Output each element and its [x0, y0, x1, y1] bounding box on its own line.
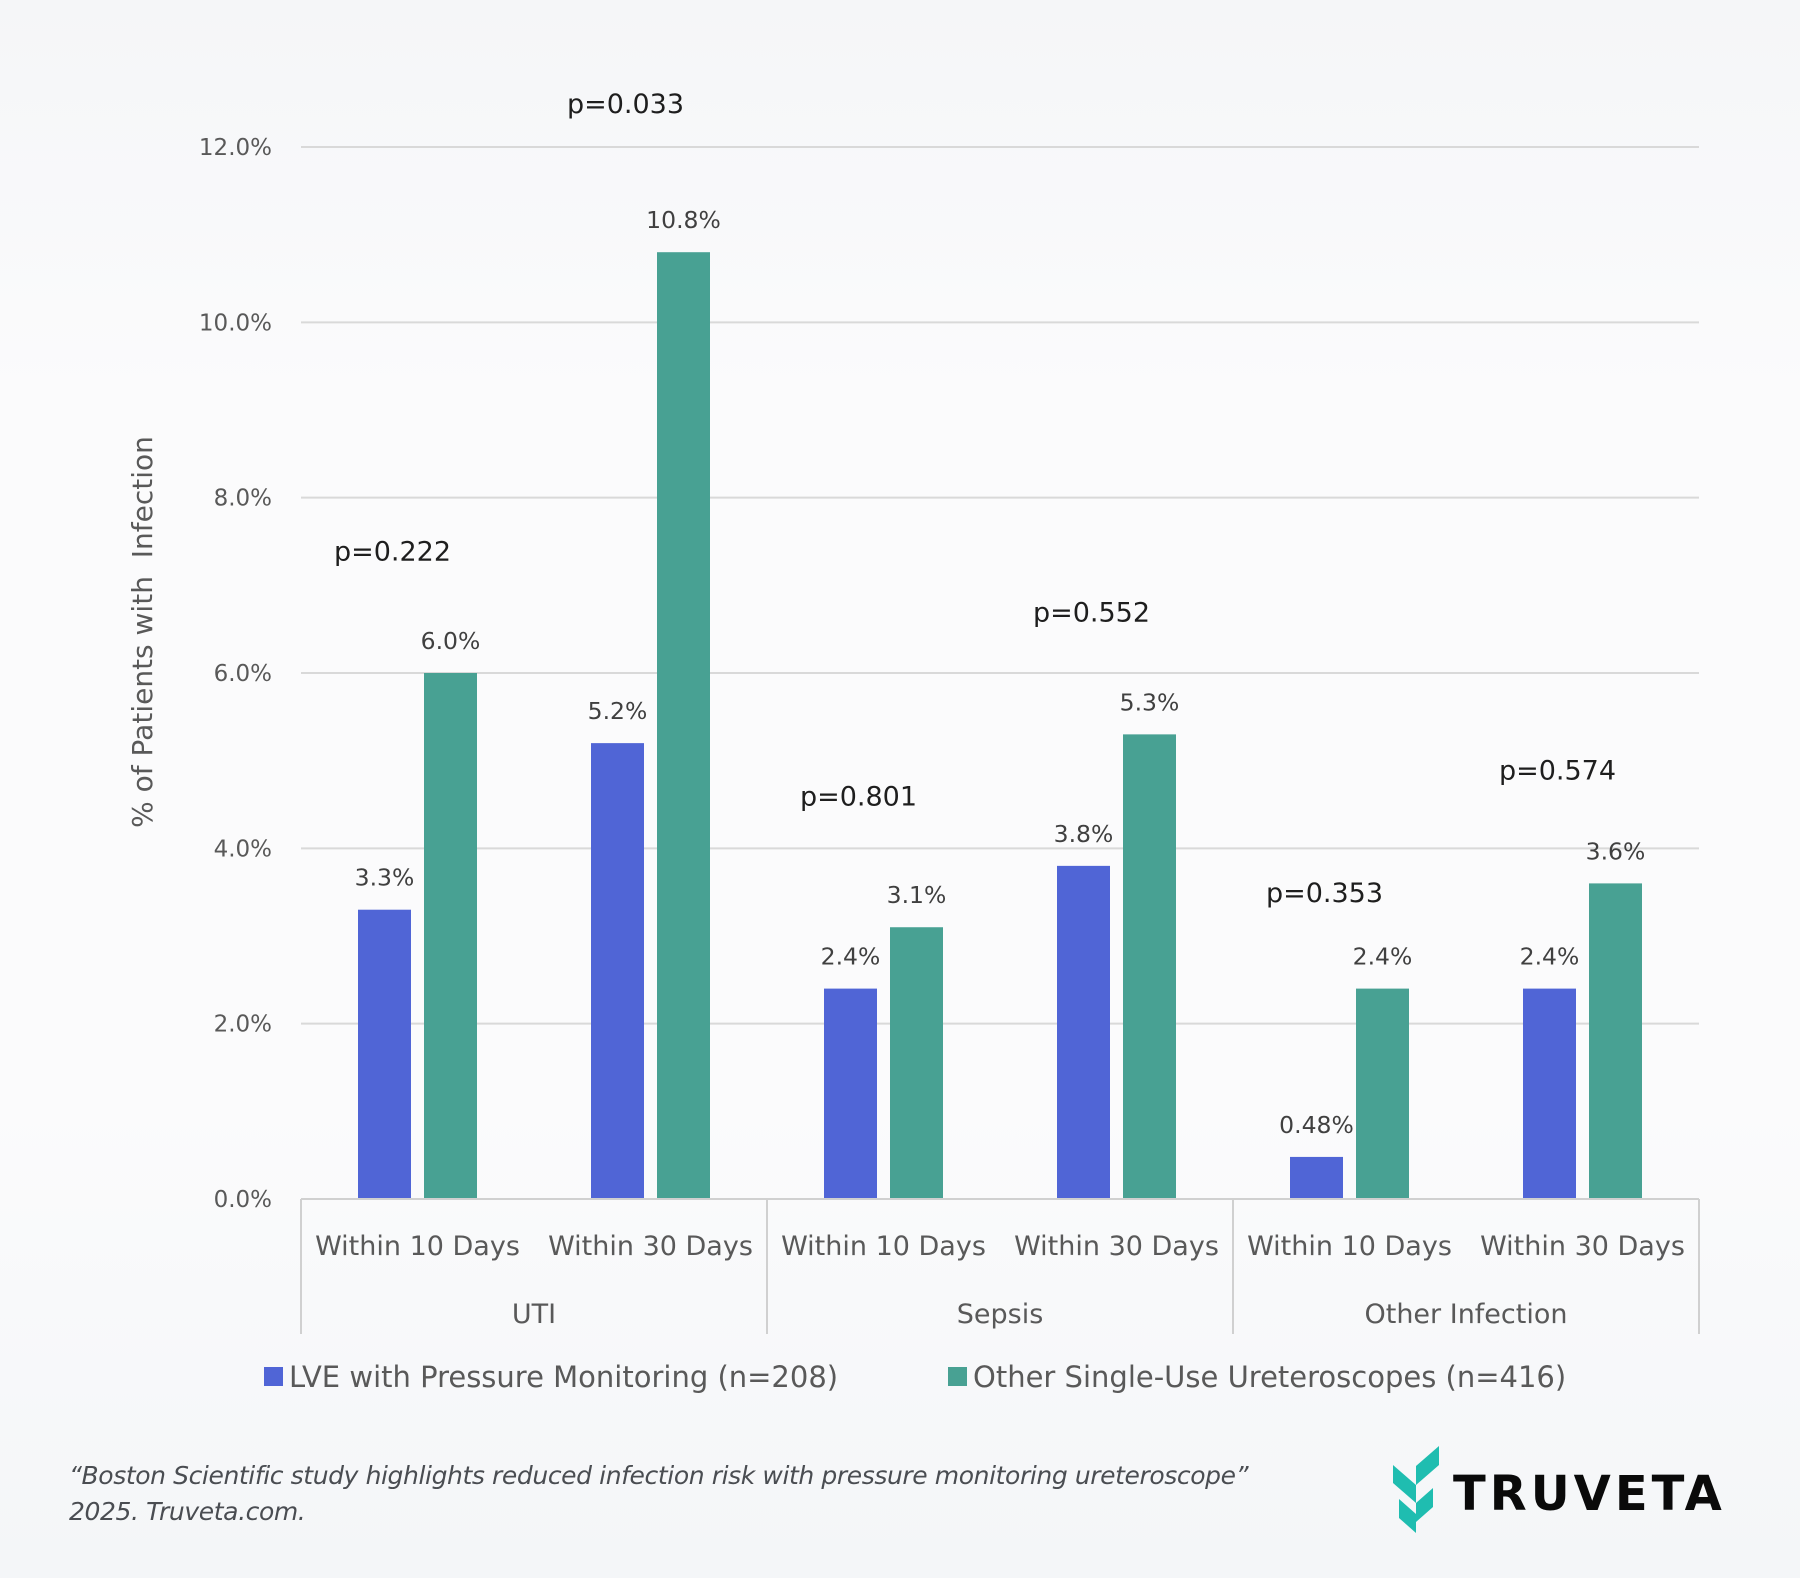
- data-label: 6.0%: [421, 627, 481, 655]
- x-axis: Within 10 Days Within 30 Days Within 10 Da…: [300, 1198, 1700, 1334]
- bar-lve: [824, 988, 877, 1199]
- data-label: 2.4%: [821, 943, 881, 971]
- data-labels: 3.3% 5.2% 2.4% 3.8% 0.48% 2.4% 6.0% 10.8% 3.1% 5.…: [355, 206, 1646, 1139]
- data-label: 10.8%: [646, 206, 721, 234]
- p-value-label: p=0.033: [567, 89, 684, 120]
- gridlines: [301, 146, 1699, 1025]
- y-tick-label: 6.0%: [214, 661, 272, 687]
- p-value-label: p=0.574: [1499, 755, 1616, 786]
- y-axis-title: % of Patients with Infection: [126, 436, 159, 828]
- x-tick-label: Within 10 Days: [781, 1231, 986, 1262]
- bar-lve: [1057, 865, 1110, 1199]
- bars: [358, 252, 1642, 1199]
- y-tick-label: 12.0%: [199, 135, 272, 161]
- truveta-leaf-icon: [1393, 1446, 1439, 1533]
- bar-lve: [1523, 988, 1576, 1199]
- x-tick-label: Within 30 Days: [1480, 1231, 1685, 1262]
- bar-other: [657, 252, 710, 1199]
- legend-swatch-other: [948, 1367, 967, 1386]
- x-tick-label: Within 30 Days: [548, 1231, 753, 1262]
- p-value-label: p=0.801: [800, 782, 917, 813]
- data-label: 2.4%: [1353, 943, 1413, 971]
- data-label: 0.48%: [1279, 1111, 1354, 1139]
- data-label: 2.4%: [1520, 943, 1580, 971]
- bar-lve: [1290, 1156, 1343, 1199]
- y-tick-label: 10.0%: [199, 310, 272, 336]
- y-tick-label: 0.0%: [214, 1187, 272, 1213]
- data-label: 3.1%: [887, 881, 947, 909]
- legend: LVE with Pressure Monitoring (n=208) Othe…: [264, 1360, 1566, 1394]
- y-tick-label: 4.0%: [214, 836, 272, 862]
- legend-label: Other Single-Use Ureteroscopes (n=416): [973, 1360, 1566, 1394]
- legend-label: LVE with Pressure Monitoring (n=208): [289, 1360, 838, 1394]
- citation: “Boston Scientific study highlights redu…: [69, 1458, 1249, 1530]
- p-value-annotations: p=0.222 p=0.033 p=0.801 p=0.552 p=0.353 p=0.5…: [334, 89, 1616, 909]
- bar-lve: [591, 743, 644, 1199]
- group-label: Sepsis: [957, 1299, 1044, 1330]
- data-label: 3.6%: [1586, 837, 1646, 865]
- bar-other: [424, 673, 477, 1199]
- p-value-label: p=0.552: [1033, 598, 1150, 629]
- p-value-label: p=0.353: [1266, 878, 1383, 909]
- y-axis-ticks: 0.0% 2.0% 4.0% 6.0% 8.0% 10.0% 12.0%: [199, 135, 272, 1213]
- data-label: 5.2%: [588, 697, 648, 725]
- bar-other: [1589, 883, 1642, 1199]
- y-tick-label: 8.0%: [214, 486, 272, 512]
- group-label: UTI: [512, 1299, 556, 1330]
- x-tick-label: Within 10 Days: [315, 1231, 520, 1262]
- p-value-label: p=0.222: [334, 536, 451, 567]
- data-label: 3.8%: [1054, 820, 1114, 848]
- citation-line-2: 2025. Truveta.com.: [69, 1497, 306, 1526]
- x-tick-label: Within 10 Days: [1247, 1231, 1452, 1262]
- group-label: Other Infection: [1364, 1299, 1567, 1330]
- legend-swatch-lve: [264, 1367, 283, 1386]
- bar-other: [890, 927, 943, 1199]
- bar-lve: [358, 909, 411, 1199]
- bar-other: [1356, 988, 1409, 1199]
- citation-line-1: “Boston Scientific study highlights redu…: [69, 1461, 1249, 1490]
- bar-other: [1123, 734, 1176, 1199]
- data-label: 5.3%: [1120, 688, 1180, 716]
- y-tick-label: 2.0%: [214, 1012, 272, 1038]
- data-label: 3.3%: [355, 864, 415, 892]
- x-tick-label: Within 30 Days: [1014, 1231, 1219, 1262]
- truveta-logo-text: TRUVETA: [1453, 1466, 1726, 1522]
